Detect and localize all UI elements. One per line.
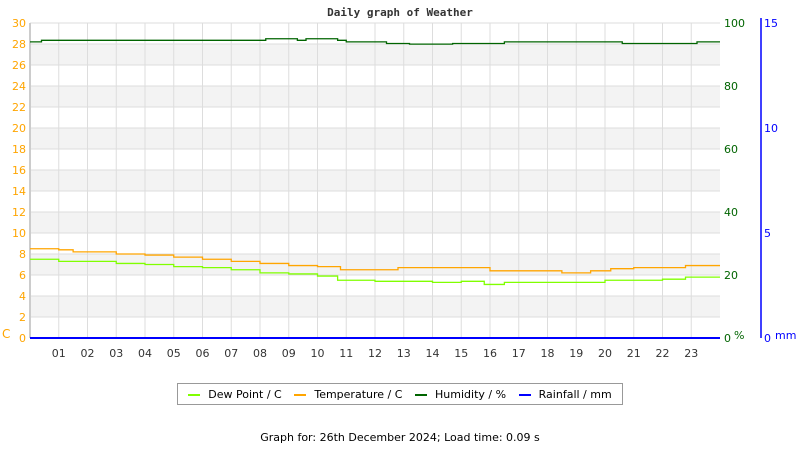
- x-tick-label: 10: [311, 347, 325, 360]
- x-tick-label: 14: [426, 347, 440, 360]
- y-tick-humidity: 80: [724, 80, 738, 93]
- temperature-line: [30, 248, 720, 274]
- y-tick-left: 8: [19, 248, 26, 261]
- x-tick-label: 05: [167, 347, 181, 360]
- y-tick-left: 30: [12, 17, 26, 30]
- legend: Dew Point / C Temperature / C Humidity /…: [177, 383, 623, 405]
- x-tick-label: 19: [569, 347, 583, 360]
- x-tick-label: 01: [52, 347, 66, 360]
- y-tick-humidity: 100: [724, 17, 745, 30]
- y-tick-left: 16: [12, 164, 26, 177]
- dew-point-line: [30, 258, 720, 286]
- x-tick-label: 18: [541, 347, 555, 360]
- y-tick-left: 24: [12, 80, 26, 93]
- y-tick-humidity: 60: [724, 143, 738, 156]
- humidity-axis-unit: %: [734, 329, 744, 342]
- rainfall-axis-unit: mm: [775, 329, 796, 342]
- x-tick-label: 15: [454, 347, 468, 360]
- x-tick-label: 02: [81, 347, 95, 360]
- y-tick-left: 2: [19, 311, 26, 324]
- x-tick-label: 22: [656, 347, 670, 360]
- legend-item-rainfall: Rainfall / mm: [518, 388, 612, 401]
- x-tick-label: 23: [684, 347, 698, 360]
- legend-item-dew-point: Dew Point / C: [188, 388, 282, 401]
- x-tick-label: 03: [109, 347, 123, 360]
- y-tick-rainfall: 0: [764, 332, 771, 345]
- left-axis-unit: C: [2, 327, 10, 341]
- x-tick-label: 21: [627, 347, 641, 360]
- y-tick-rainfall: 15: [764, 17, 778, 30]
- x-tick-label: 13: [397, 347, 411, 360]
- x-tick-label: 17: [512, 347, 526, 360]
- y-tick-rainfall: 5: [764, 227, 771, 240]
- y-tick-left: 20: [12, 122, 26, 135]
- y-tick-left: 6: [19, 269, 26, 282]
- y-tick-left: 18: [12, 143, 26, 156]
- y-tick-rainfall: 10: [764, 122, 778, 135]
- y-tick-left: 22: [12, 101, 26, 114]
- x-tick-label: 08: [253, 347, 267, 360]
- x-tick-label: 07: [224, 347, 238, 360]
- footer-info: Graph for: 26th December 2024; Load time…: [260, 431, 540, 444]
- humidity-line: [30, 38, 720, 45]
- y-tick-left: 12: [12, 206, 26, 219]
- y-tick-left: 10: [12, 227, 26, 240]
- legend-item-temperature: Temperature / C: [294, 388, 402, 401]
- x-tick-label: 12: [368, 347, 382, 360]
- x-tick-label: 20: [598, 347, 612, 360]
- y-tick-humidity: 20: [724, 269, 738, 282]
- x-tick-label: 06: [196, 347, 210, 360]
- y-tick-left: 28: [12, 38, 26, 51]
- y-tick-left: 4: [19, 290, 26, 303]
- x-tick-label: 04: [138, 347, 152, 360]
- x-tick-label: 16: [483, 347, 497, 360]
- chart-title: Daily graph of Weather: [327, 6, 473, 19]
- legend-item-humidity: Humidity / %: [415, 388, 506, 401]
- y-tick-left: 14: [12, 185, 26, 198]
- y-tick-left: 26: [12, 59, 26, 72]
- x-tick-label: 09: [282, 347, 296, 360]
- y-tick-humidity: 0: [724, 332, 731, 345]
- y-tick-humidity: 40: [724, 206, 738, 219]
- x-tick-label: 11: [339, 347, 353, 360]
- y-tick-left: 0: [19, 332, 26, 345]
